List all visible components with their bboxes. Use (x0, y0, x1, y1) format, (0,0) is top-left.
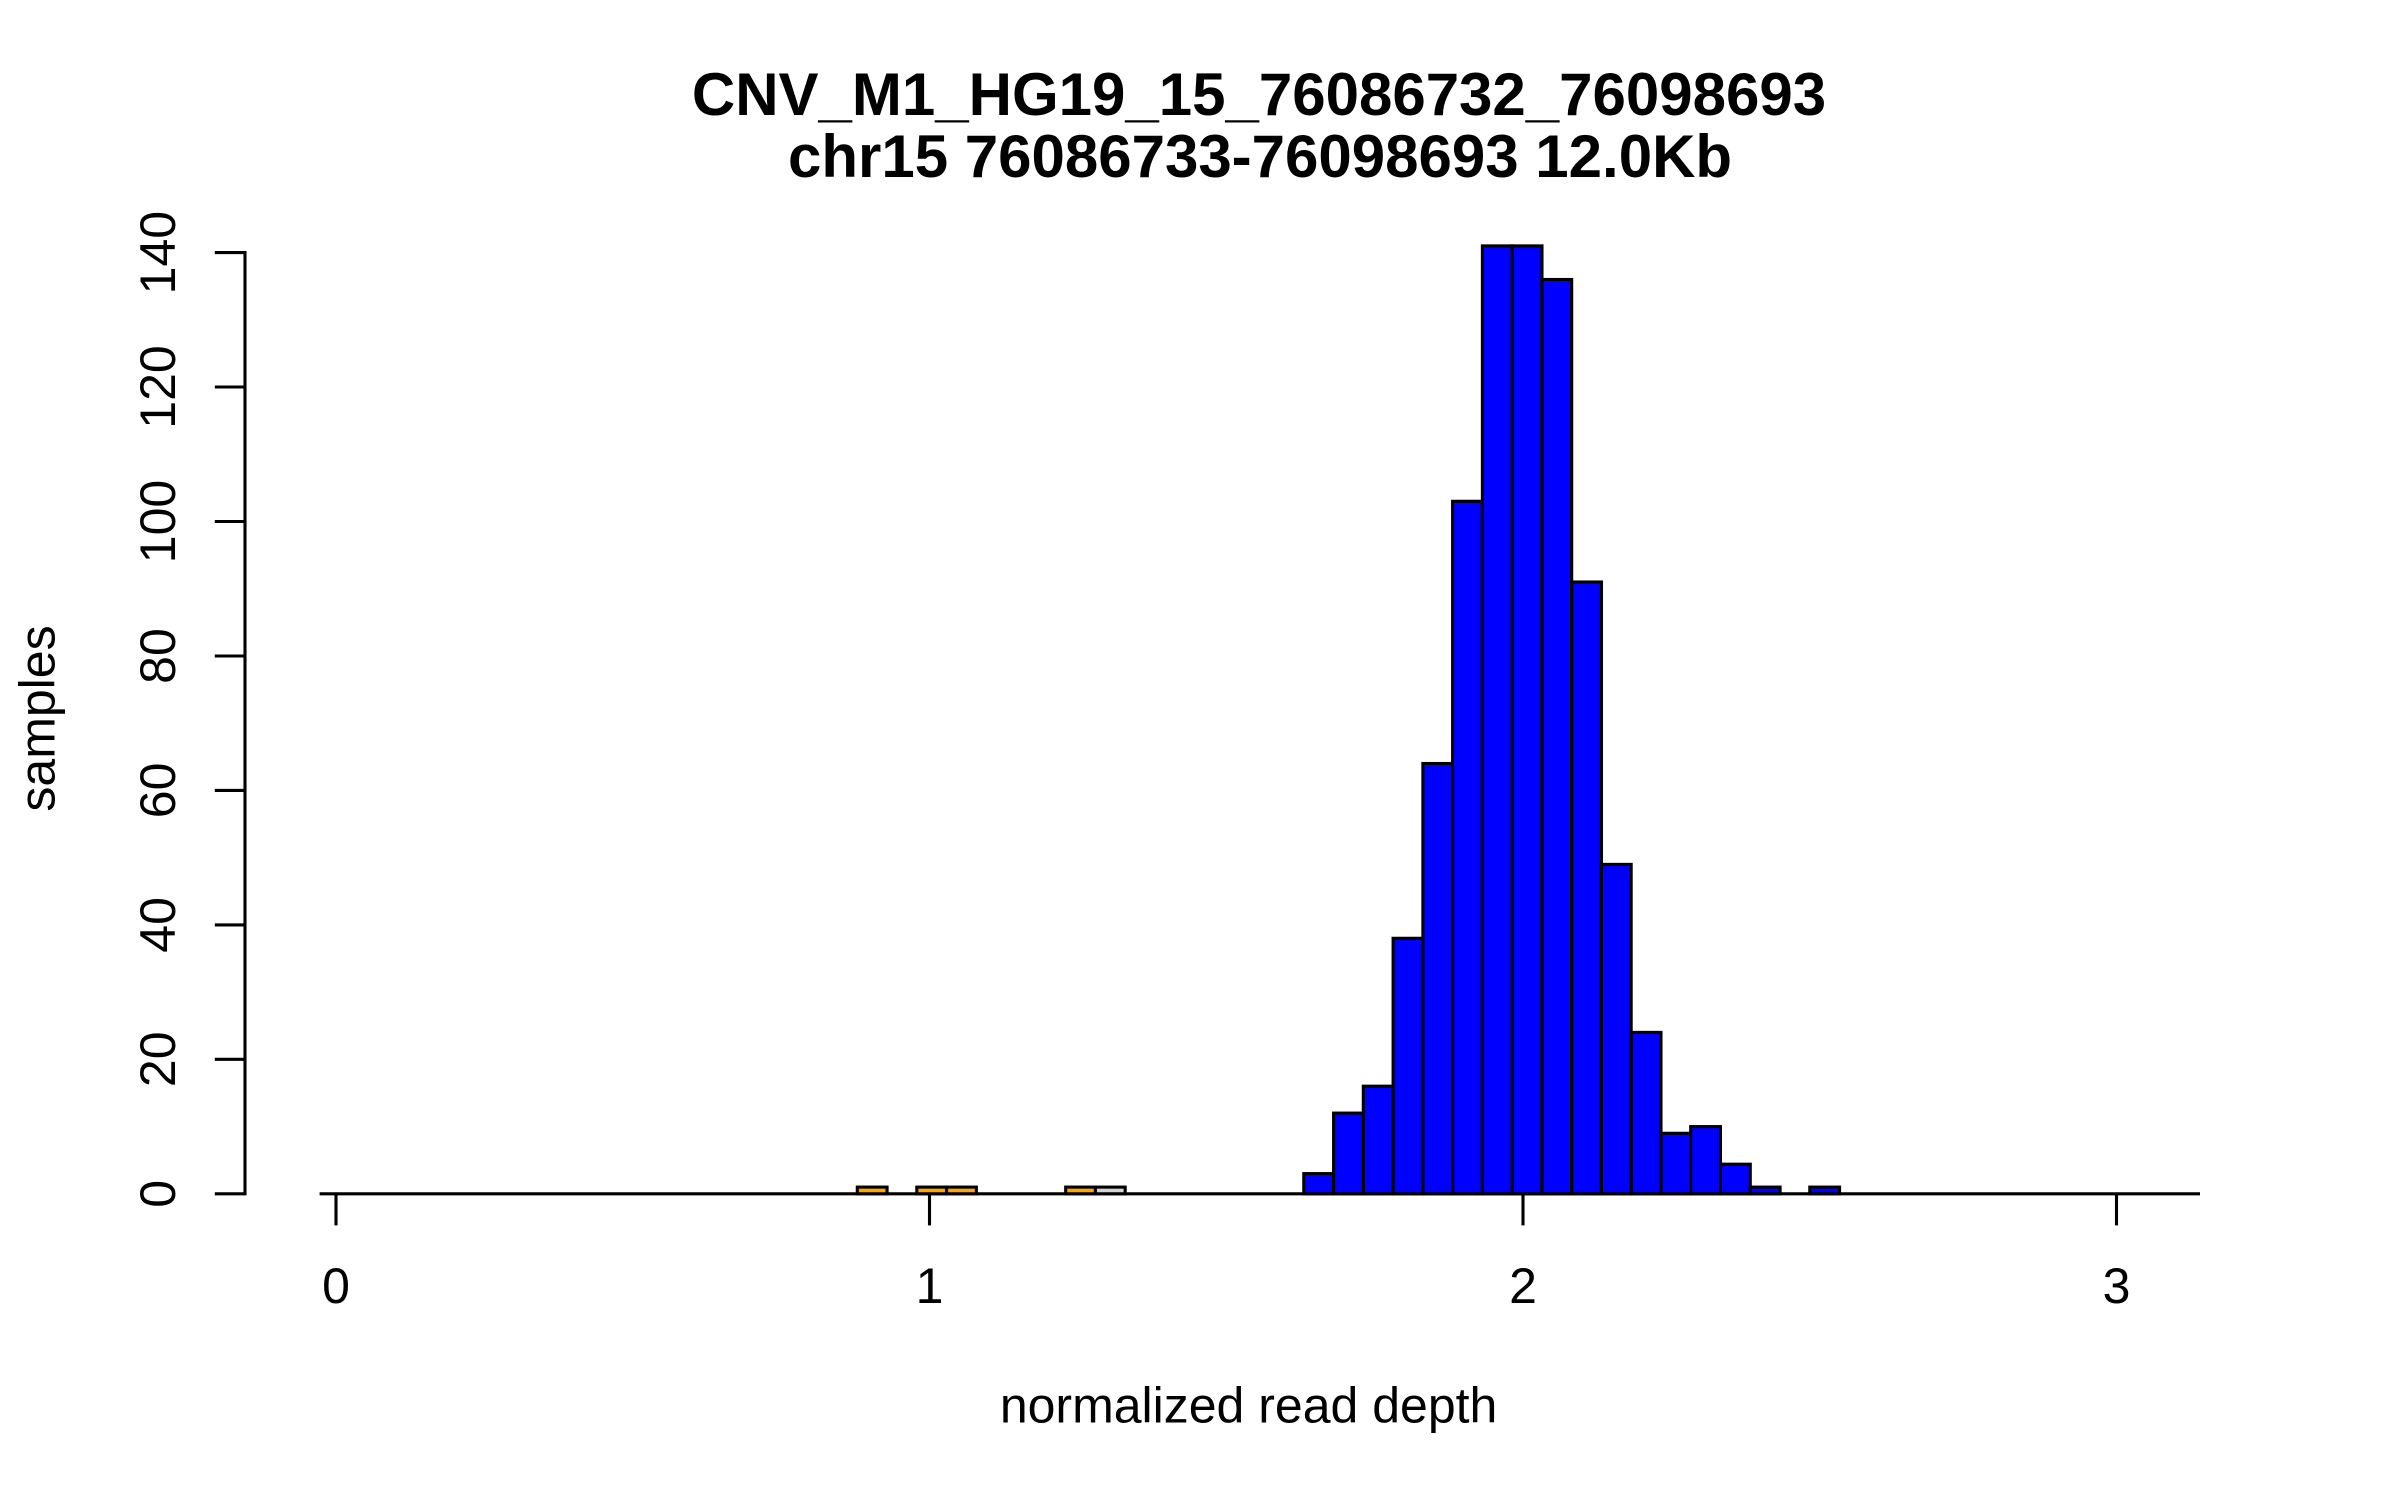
svg-text:CNV_M1_HG19_15_76086732_760986: CNV_M1_HG19_15_76086732_76098693 (692, 61, 1826, 128)
svg-text:0: 0 (130, 1180, 186, 1208)
svg-text:140: 140 (130, 211, 186, 294)
svg-text:80: 80 (130, 628, 186, 684)
svg-text:60: 60 (130, 763, 186, 819)
svg-text:0: 0 (322, 1258, 350, 1314)
svg-text:samples: samples (10, 625, 66, 811)
svg-text:40: 40 (130, 897, 186, 953)
svg-text:1: 1 (916, 1258, 944, 1314)
svg-text:100: 100 (130, 480, 186, 563)
svg-text:normalized read depth: normalized read depth (1000, 1378, 1498, 1434)
svg-text:chr15 76086733-76098693 12.0Kb: chr15 76086733-76098693 12.0Kb (788, 123, 1732, 190)
svg-text:20: 20 (130, 1031, 186, 1087)
svg-text:3: 3 (2103, 1258, 2131, 1314)
svg-text:2: 2 (1509, 1258, 1537, 1314)
svg-text:120: 120 (130, 345, 186, 428)
